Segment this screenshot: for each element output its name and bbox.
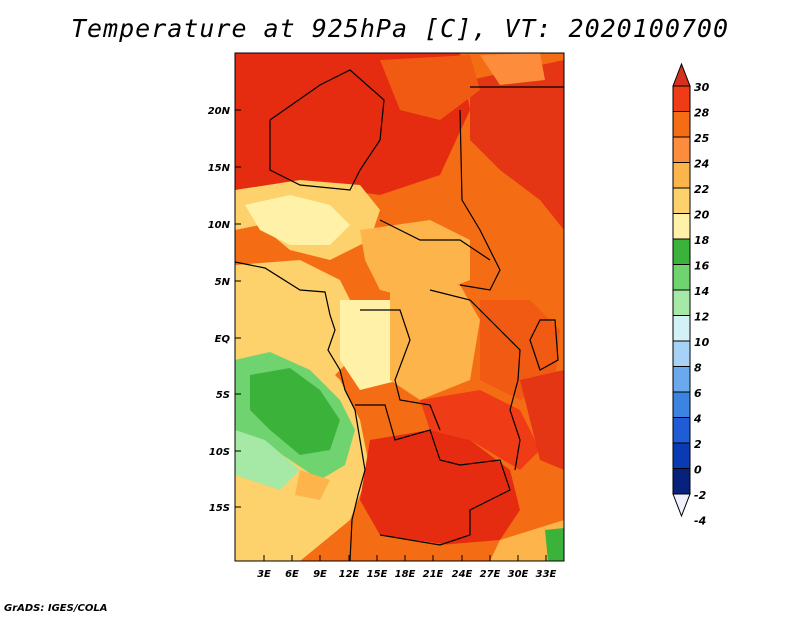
grads-credit: GrADS: IGES/COLA (4, 603, 108, 614)
x-tick-label: 24E (452, 569, 473, 580)
colorbar-segment (672, 162, 691, 189)
colorbar-segment (672, 213, 691, 240)
x-tick-label: 15E (367, 569, 388, 580)
colorbar-label: 2 (694, 438, 702, 451)
colorbar-segment (672, 417, 691, 444)
colorbar-label: 6 (694, 387, 702, 400)
colorbar-segment (672, 289, 691, 316)
colorbar-label: -4 (694, 515, 706, 528)
colorbar-label: 24 (694, 158, 709, 171)
x-tick-label: 21E (423, 569, 444, 580)
x-axis: 3E 6E 9E 12E 15E 18E 21E 24E 27E 30E 33E (257, 555, 557, 580)
x-tick-label: 18E (395, 569, 416, 580)
temperature-field (235, 53, 564, 561)
y-tick-label: 10S (209, 447, 230, 458)
y-tick-label: 20N (208, 106, 231, 117)
y-tick-label: 5S (216, 390, 230, 401)
colorbar-label: 0 (694, 464, 702, 477)
colorbar-label: 8 (694, 362, 702, 375)
colorbar-label: 18 (694, 234, 710, 247)
x-tick-label: 6E (285, 569, 299, 580)
colorbar-segment (672, 442, 691, 469)
colorbar-label: 4 (693, 413, 702, 426)
x-tick-label: 33E (536, 569, 557, 580)
colorbar-label: -2 (694, 489, 707, 502)
colorbar-segment (672, 366, 691, 393)
colorbar-segment (672, 315, 691, 342)
colorbar-segment (672, 391, 691, 418)
x-tick-label: 27E (480, 569, 501, 580)
colorbar-segment (672, 264, 691, 291)
y-tick-label: EQ (215, 334, 231, 345)
colorbar-segment (672, 187, 691, 214)
colorbar-label: 28 (694, 107, 710, 120)
colorbar-bottom-arrow (672, 493, 691, 518)
colorbar-segment (672, 136, 691, 163)
x-tick-label: 3E (257, 569, 271, 580)
colorbar-label: 20 (694, 209, 710, 222)
colorbar-label: 10 (694, 336, 710, 349)
y-tick-label: 15S (209, 503, 230, 514)
map-frame (234, 52, 565, 562)
y-axis: 20N 15N 10N 5N EQ 5S 10S 15S (208, 106, 241, 514)
colorbar-label: 30 (694, 81, 710, 94)
colorbar-label: 25 (694, 132, 710, 145)
colorbar-segment (672, 468, 691, 495)
y-tick-label: 15N (208, 163, 231, 174)
colorbar-segment (672, 238, 691, 265)
x-tick-label: 9E (313, 569, 327, 580)
y-tick-label: 10N (208, 220, 231, 231)
colorbar-label: 22 (694, 183, 710, 196)
colorbar-label: 16 (694, 260, 710, 273)
x-tick-label: 30E (508, 569, 529, 580)
colorbar-label: 14 (694, 285, 709, 298)
x-tick-label: 12E (339, 569, 360, 580)
map-title: Temperature at 925hPa [C], VT: 202010070… (70, 14, 730, 43)
colorbar-segment (672, 340, 691, 367)
colorbar-label: 12 (694, 311, 710, 324)
colorbar-segment (672, 85, 691, 112)
y-tick-label: 5N (215, 277, 231, 288)
colorbar-top-arrow (672, 62, 691, 87)
colorbar-segment (672, 111, 691, 138)
